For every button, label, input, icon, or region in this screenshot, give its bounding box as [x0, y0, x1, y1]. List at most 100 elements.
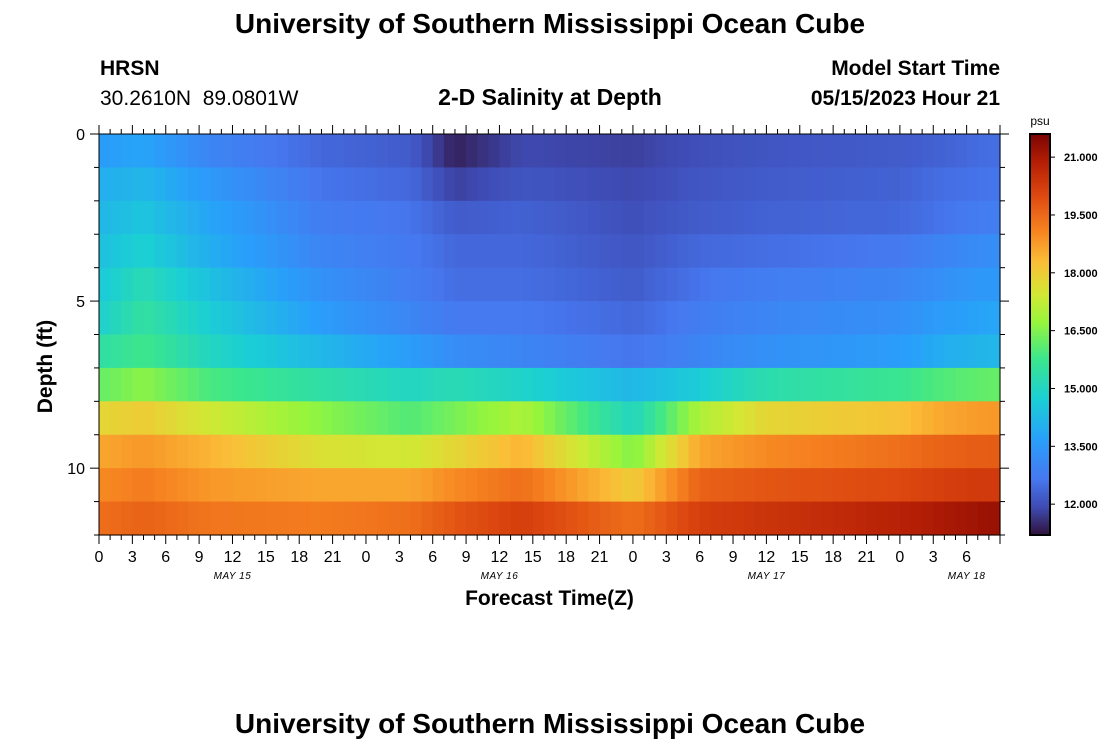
heatmap-row: [99, 401, 1001, 436]
heatmap-cell: [421, 468, 434, 503]
heatmap-cell: [933, 468, 945, 503]
x-tick-label: 6: [962, 549, 971, 566]
heatmap-cell: [599, 267, 612, 302]
heatmap-cell: [766, 334, 779, 369]
heatmap-cell: [254, 501, 267, 536]
heatmap-cell: [922, 468, 934, 503]
heatmap-cell: [866, 401, 879, 436]
heatmap-cell: [788, 134, 801, 169]
heatmap-cell: [187, 334, 200, 369]
heatmap-cell: [165, 434, 178, 469]
heatmap-cell: [210, 234, 222, 269]
heatmap-cell: [599, 367, 612, 402]
heatmap-cell: [454, 468, 467, 503]
heatmap-cell: [666, 200, 679, 235]
heatmap-cell: [655, 367, 667, 402]
heatmap-cell: [777, 301, 790, 336]
heatmap-cell: [911, 334, 923, 369]
heatmap-cell: [799, 468, 812, 503]
heatmap-cell: [822, 267, 834, 302]
heatmap-cell: [577, 434, 590, 469]
heatmap-cell: [822, 301, 834, 336]
heatmap-cell: [99, 167, 111, 202]
heatmap-cell: [966, 334, 979, 369]
heatmap-cell: [666, 401, 679, 436]
heatmap-cell: [733, 234, 745, 269]
heatmap-cell: [165, 200, 178, 235]
heatmap-cell: [410, 167, 423, 202]
heatmap-cell: [232, 167, 245, 202]
x-tick-label: 6: [428, 549, 437, 566]
heatmap-cell: [243, 334, 256, 369]
heatmap-cell: [388, 234, 400, 269]
heatmap-cell: [721, 334, 734, 369]
heatmap-cell: [187, 200, 200, 235]
heatmap-cell: [99, 401, 111, 436]
heatmap-cell: [354, 301, 367, 336]
heatmap-cell: [488, 501, 501, 536]
heatmap-cell: [766, 134, 779, 169]
heatmap-cell: [310, 234, 323, 269]
heatmap-cell: [377, 167, 389, 202]
heatmap-cell: [210, 434, 222, 469]
heatmap-cell: [477, 501, 489, 536]
heatmap-cell: [343, 367, 356, 402]
heatmap-cell: [977, 468, 990, 503]
heatmap-cell: [110, 468, 122, 503]
heatmap-cell: [677, 501, 690, 536]
heatmap-cell: [276, 200, 289, 235]
heatmap-cell: [955, 301, 968, 336]
heatmap-cell: [221, 267, 234, 302]
heatmap-cell: [988, 134, 1001, 169]
heatmap-row: [99, 200, 1001, 235]
x-tick-label: 6: [695, 549, 704, 566]
heatmap-cell: [410, 301, 423, 336]
heatmap-cell: [543, 401, 556, 436]
heatmap-cell: [99, 301, 111, 336]
heatmap-cell: [199, 367, 211, 402]
heatmap-cell: [577, 301, 590, 336]
heatmap-cell: [454, 200, 467, 235]
heatmap-cell: [777, 234, 790, 269]
heatmap-cell: [933, 501, 945, 536]
heatmap-cell: [666, 234, 679, 269]
heatmap-cell: [399, 267, 412, 302]
heatmap-cell: [510, 401, 523, 436]
heatmap-cell: [788, 301, 801, 336]
heatmap-cell: [99, 501, 111, 536]
heatmap-cell: [988, 267, 1001, 302]
heatmap-cell: [110, 367, 122, 402]
heatmap-cell: [755, 167, 767, 202]
heatmap-cell: [866, 501, 879, 536]
heatmap-cell: [321, 334, 334, 369]
heatmap-cell: [577, 200, 590, 235]
heatmap-cell: [466, 401, 478, 436]
heatmap-cell: [899, 401, 912, 436]
x-tick-label: 9: [729, 549, 738, 566]
heatmap-cell: [354, 401, 367, 436]
heatmap-cell: [254, 468, 267, 503]
heatmap-cell: [588, 234, 601, 269]
heatmap-cell: [143, 434, 156, 469]
heatmap-cell: [466, 234, 478, 269]
heatmap-cell: [176, 501, 189, 536]
heatmap-cell: [454, 267, 467, 302]
heatmap-cell: [343, 301, 356, 336]
heatmap-cell: [888, 367, 901, 402]
heatmap-cell: [165, 334, 178, 369]
heatmap-cell: [911, 468, 923, 503]
heatmap-cell: [365, 401, 378, 436]
heatmap-cell: [521, 167, 534, 202]
heatmap-cell: [799, 200, 812, 235]
heatmap-cell: [510, 234, 523, 269]
heatmap-cell: [165, 167, 178, 202]
heatmap-row: [99, 234, 1001, 269]
heatmap-cell: [399, 501, 412, 536]
heatmap-row: [99, 167, 1001, 202]
heatmap-cell: [399, 167, 412, 202]
heatmap-cell: [632, 200, 645, 235]
heatmap-cell: [265, 334, 278, 369]
heatmap-cell: [877, 301, 890, 336]
heatmap-cell: [288, 434, 300, 469]
heatmap-cell: [977, 334, 990, 369]
